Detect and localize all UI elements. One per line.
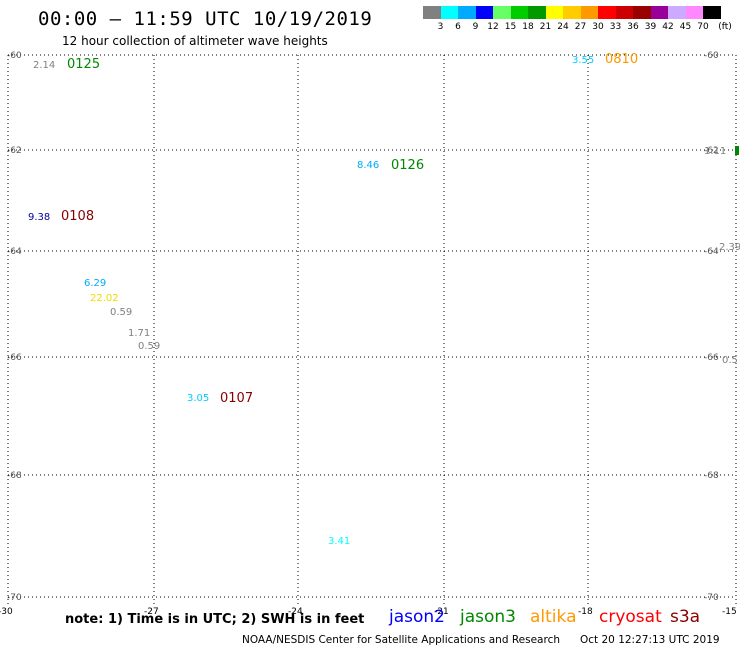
- scale-label: 3: [437, 22, 444, 32]
- observation-value: 3.05: [187, 393, 209, 404]
- scale-label: 39: [644, 22, 657, 32]
- scale-swatch: [633, 6, 651, 19]
- scale-label: 12: [487, 22, 499, 32]
- lon-tick-label: -18: [578, 607, 593, 617]
- lat-tick-label: -70: [7, 593, 22, 603]
- page-subtitle: 12 hour collection of altimeter wave hei…: [62, 34, 328, 48]
- scale-label: 42: [662, 22, 674, 32]
- legend-entry-jason2: jason2: [389, 607, 445, 627]
- scale-label: 33: [609, 22, 622, 32]
- scale-swatch: [545, 6, 563, 19]
- scale-swatch: [475, 6, 493, 19]
- lon-tick-label: -30: [0, 607, 13, 617]
- scale-label: 36: [627, 22, 639, 32]
- units-note: note: 1) Time is in UTC; 2) SWH is in fe…: [65, 612, 365, 627]
- color-scale-bar: [423, 6, 721, 19]
- lat-tick-label-right: -60: [704, 51, 719, 61]
- lon-tick-label: -27: [144, 607, 159, 617]
- observation-value: 2.14: [33, 60, 55, 71]
- lon-tick-label: -21: [434, 607, 449, 617]
- color-scale-labels: 3 6 9 12 15 18 21 24 27 30 33 36 39 42 45 70 (ft): [423, 22, 740, 36]
- observation-value: 3.41: [328, 536, 350, 547]
- observation-value: 9.38: [28, 212, 50, 223]
- generated-timestamp: Oct 20 12:27:13 UTC 2019: [580, 634, 720, 646]
- legend-entry-jason3: jason3: [460, 607, 516, 627]
- lat-tick-label-right: -62: [704, 146, 719, 156]
- scale-swatch: [615, 6, 633, 19]
- scale-label: 24: [557, 22, 569, 32]
- lat-tick-label: -68: [7, 471, 22, 481]
- lon-tick-label: -24: [288, 607, 303, 617]
- lat-tick-label: -64: [7, 247, 22, 257]
- observation-value: 1.71: [128, 328, 150, 339]
- pass-time-label: 0126: [391, 158, 424, 173]
- scale-swatch: [668, 6, 686, 19]
- page-title: 00:00 – 11:59 UTC 10/19/2019: [38, 8, 373, 30]
- scale-label: 30: [592, 22, 604, 32]
- scale-label: 70: [697, 22, 709, 32]
- scale-label: 27: [574, 22, 587, 32]
- scale-label: 18: [522, 22, 534, 32]
- observation-value: 0.5: [722, 355, 738, 366]
- lat-tick-label: -60: [7, 51, 22, 61]
- lat-tick-label: -62: [7, 146, 22, 156]
- legend-entry-s3a: s3a: [670, 607, 701, 627]
- credit-text: NOAA/NESDIS Center for Satellite Applica…: [242, 634, 560, 646]
- legend-entry-cryosat: cryosat: [599, 607, 662, 627]
- observation-value: 6.29: [84, 278, 106, 289]
- scale-swatch: [423, 6, 441, 19]
- observation-value: 0.59: [138, 341, 160, 352]
- pass-time-label: 0108: [61, 209, 94, 224]
- lat-tick-label-right: -68: [704, 471, 719, 481]
- lat-tick-label-right: -70: [704, 593, 719, 603]
- scale-swatch: [493, 6, 511, 19]
- pass-time-label: 0810: [605, 52, 638, 67]
- lon-tick-label: -15: [722, 607, 737, 617]
- scale-swatch: [650, 6, 668, 19]
- pass-time-marker-edge: [735, 146, 739, 155]
- observation-value: 3.55: [572, 55, 594, 66]
- scale-swatch: [458, 6, 476, 19]
- observation-value: 1.11: [704, 146, 726, 157]
- scale-label: (ft): [718, 22, 732, 32]
- scale-swatch: [685, 6, 703, 19]
- observation-value: 0.59: [110, 307, 132, 318]
- scale-swatch: [528, 6, 546, 19]
- scale-swatch: [440, 6, 458, 19]
- scale-swatch: [703, 6, 721, 19]
- lat-tick-label: -66: [7, 353, 22, 363]
- scale-label: 15: [504, 22, 517, 32]
- observation-value: 8.46: [357, 160, 379, 171]
- scale-swatch: [580, 6, 598, 19]
- scale-swatch: [510, 6, 528, 19]
- scale-label: 45: [679, 22, 692, 32]
- scale-label: 9: [472, 22, 479, 32]
- scale-swatch: [598, 6, 616, 19]
- pass-time-label: 0125: [67, 57, 100, 72]
- scale-swatch: [563, 6, 581, 19]
- observation-value: 22.02: [90, 293, 119, 304]
- pass-time-label: 0107: [220, 391, 253, 406]
- lat-tick-label-right: -64: [704, 247, 719, 257]
- observation-value: 2.39: [719, 242, 740, 253]
- scale-label: 21: [539, 22, 552, 32]
- lat-tick-label-right: -66: [704, 353, 719, 363]
- legend-entry-altika: altika: [530, 607, 577, 627]
- scale-label: 6: [455, 22, 461, 32]
